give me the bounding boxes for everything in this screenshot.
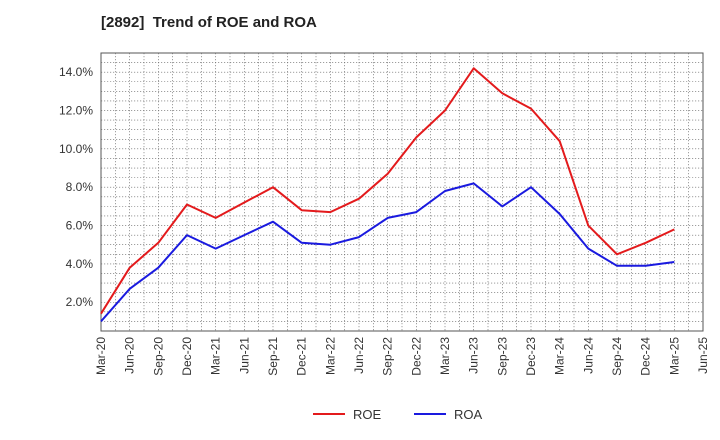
x-tick-label: Jun-22	[352, 337, 366, 374]
x-tick-label: Sep-21	[266, 337, 280, 376]
y-tick-label: 10.0%	[59, 142, 93, 156]
series-lines	[100, 67, 675, 323]
x-tick-label: Dec-20	[180, 337, 194, 376]
y-tick-label: 12.0%	[59, 104, 93, 118]
plot-frame	[100, 52, 704, 332]
x-tick-label: Mar-23	[438, 337, 452, 375]
x-tick-label: Mar-20	[94, 337, 108, 375]
series-line-roe	[100, 67, 675, 315]
x-tick-label: Jun-21	[237, 337, 251, 374]
x-tick-label: Jun-23	[467, 337, 481, 374]
x-tick-label: Jun-25	[696, 337, 710, 374]
y-tick-label: 4.0%	[66, 257, 94, 271]
x-tick-label: Jun-20	[123, 337, 137, 374]
x-tick-label: Dec-22	[409, 337, 423, 376]
y-tick-label: 8.0%	[66, 180, 94, 194]
x-tick-label: Sep-23	[495, 337, 509, 376]
axis-ticks: 2.0% 4.0% 6.0% 8.0% 10.0% 12.0% 14.0% Mar-20 Jun…	[59, 65, 710, 376]
y-tick-label: 2.0%	[66, 295, 94, 309]
y-tick-label: 14.0%	[59, 65, 93, 79]
chart-title: [2892] Trend of ROE and ROA	[101, 14, 317, 31]
x-tick-label: Mar-25	[667, 337, 681, 375]
x-tick-label: Dec-21	[295, 337, 309, 376]
x-tick-label: Dec-23	[524, 337, 538, 376]
series-line-roa	[100, 182, 675, 323]
y-tick-label: 6.0%	[66, 219, 94, 233]
x-tick-label: Mar-22	[323, 337, 337, 375]
legend: ROE ROA	[313, 407, 483, 422]
legend-label-roa: ROA	[454, 407, 483, 422]
x-tick-label: Dec-24	[639, 337, 653, 376]
x-tick-label: Sep-24	[610, 337, 624, 376]
x-tick-label: Mar-24	[553, 337, 567, 375]
x-tick-label: Sep-20	[151, 337, 165, 376]
x-tick-label: Mar-21	[209, 337, 223, 375]
x-tick-label: Jun-24	[581, 337, 595, 374]
grid-lines	[101, 53, 703, 332]
x-tick-label: Sep-22	[381, 337, 395, 376]
legend-label-roe: ROE	[353, 407, 382, 422]
